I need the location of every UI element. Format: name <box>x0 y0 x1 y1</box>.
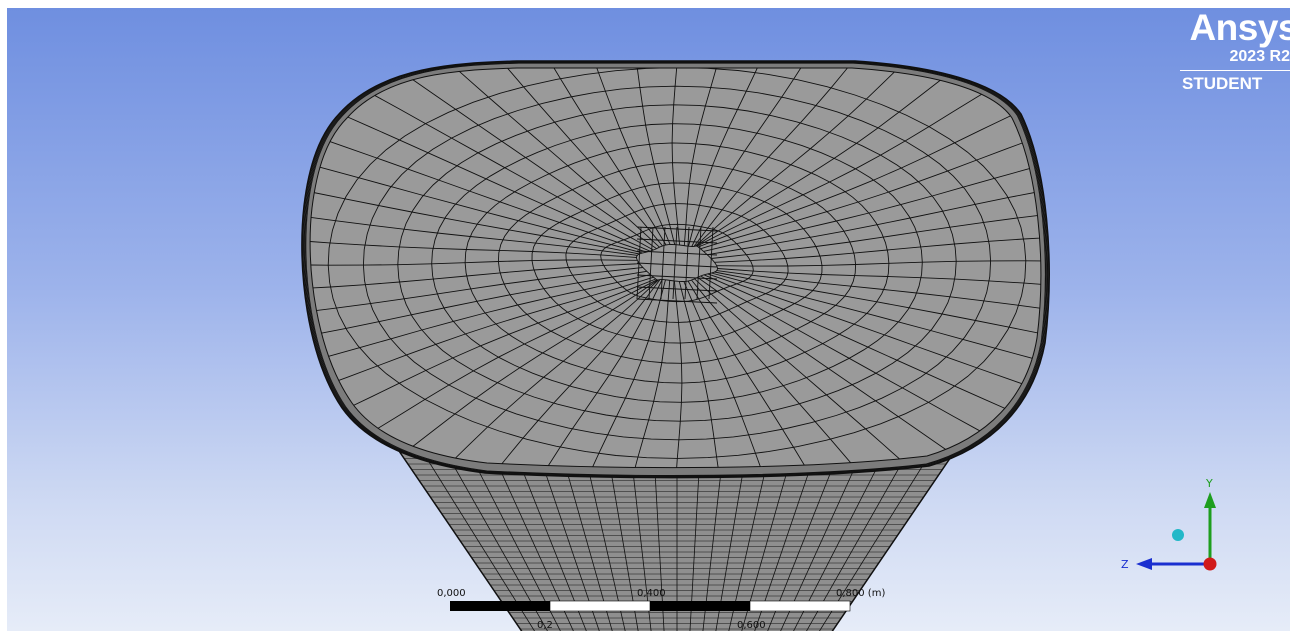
cap-mesh-spoke <box>694 278 922 468</box>
cap-mesh-spoke <box>353 279 658 444</box>
rim-layer-line <box>304 62 1047 477</box>
cap-mesh-spoke <box>310 234 637 258</box>
cap-mesh-spoke <box>694 68 921 247</box>
cap-mesh-spoke <box>695 68 962 247</box>
graphics-viewport[interactable]: Ansys 2023 R2 STUDENT 0,000 0,400 0,800 … <box>7 8 1290 631</box>
cap-mesh-spoke <box>573 279 666 468</box>
cap-mesh-spoke <box>688 68 781 247</box>
cap-mesh-spoke <box>310 263 640 293</box>
scale-segment-3 <box>650 601 750 611</box>
scale-segment-2 <box>549 600 651 612</box>
rim-layer-line <box>305 62 1046 476</box>
rim-layer-line <box>304 62 1047 477</box>
scale-label-400: 0,400 <box>637 588 666 599</box>
cap-center-line <box>684 226 690 300</box>
cap-mesh-spoke <box>433 279 660 468</box>
cap-mesh-spoke <box>697 277 965 463</box>
cap-mesh-spoke <box>310 126 647 253</box>
cap-mesh-spoke <box>683 68 731 246</box>
cap-mesh-spoke <box>576 68 671 245</box>
scale-segment-4 <box>749 600 851 612</box>
cap-mesh-spoke <box>310 151 643 254</box>
cap-mesh-spoke <box>671 68 681 246</box>
cap-center-line <box>636 274 718 280</box>
cap-mesh-spoke <box>700 275 1004 445</box>
cap-mesh-spoke <box>310 276 654 399</box>
cap-mesh-spoke <box>714 271 1041 348</box>
cap-mesh-spoke <box>716 270 1041 320</box>
cap-mesh-spoke <box>717 268 1041 292</box>
cap-mesh-spoke <box>698 103 1035 248</box>
y-axis-label: Y <box>1205 477 1213 490</box>
cap-mesh-spoke <box>392 279 659 463</box>
cap-mesh-spoke <box>683 281 778 468</box>
scale-label-800: 0,800 (m) <box>836 588 885 599</box>
cap-mesh-spoke <box>714 233 1041 263</box>
cap-mesh-spoke <box>525 279 663 468</box>
cap-mesh-spoke <box>707 178 1041 256</box>
cap-mesh-spoke <box>673 280 683 468</box>
cap-center-line <box>672 226 678 300</box>
cap-center-line <box>708 226 714 300</box>
z-axis-head <box>1136 558 1152 570</box>
rim-layer-line <box>302 61 1049 478</box>
cap-mesh-spoke <box>350 81 654 251</box>
cap-mesh-spoke <box>691 68 829 247</box>
y-axis-head <box>1204 492 1216 508</box>
cap-center-line <box>636 298 718 304</box>
brand-divider <box>1180 70 1290 71</box>
origin-icon <box>1203 557 1217 571</box>
cap-mesh-spoke <box>693 68 876 247</box>
cap-mesh-spoke <box>691 279 876 468</box>
cap-mesh-spoke <box>627 68 676 245</box>
scale-segment-1 <box>450 601 550 611</box>
z-axis-label: Z <box>1121 558 1129 571</box>
cap-mesh-spoke <box>478 68 663 247</box>
scale-label-600: 0,600 <box>737 620 766 631</box>
cap-mesh-spoke <box>319 278 656 423</box>
brand-version: 2023 R2 <box>1229 48 1290 65</box>
cap-mesh-spoke <box>703 274 1038 424</box>
mesh-model[interactable] <box>7 8 1290 631</box>
cap-mesh-spoke <box>711 205 1041 259</box>
scale-label-200: 0,2 <box>537 620 553 631</box>
cap-center-line <box>648 226 654 300</box>
isometric-view-ball-icon[interactable] <box>1172 529 1184 541</box>
rim-layer-line <box>302 61 1049 478</box>
cap-mesh-spoke <box>310 267 643 321</box>
cap-mesh-spoke <box>707 273 1041 400</box>
scale-label-0: 0,000 <box>437 588 466 599</box>
cap-mesh-spoke <box>623 280 671 468</box>
brand-edition: STUDENT <box>1182 74 1263 93</box>
axis-triad[interactable]: Y Z <box>1112 466 1222 576</box>
cap-mesh-spoke <box>716 260 1041 267</box>
brand-name: Ansys <box>1189 8 1290 48</box>
cap-mesh-spoke <box>478 279 661 468</box>
cap-mesh-spoke <box>310 259 638 266</box>
scale-bar: 0,000 0,400 0,800 (m) 0,2 0,600 <box>437 588 885 631</box>
mesh-top-face <box>309 67 1042 469</box>
cap-center-line <box>660 226 666 300</box>
cap-mesh-spoke <box>696 82 1001 247</box>
cap-mesh-spoke <box>711 272 1041 375</box>
cap-mesh-spoke <box>703 152 1041 252</box>
cap-center-line <box>636 250 718 256</box>
cap-center-line <box>636 262 718 268</box>
cap-center-line <box>636 286 718 292</box>
cap-center-line <box>696 226 702 300</box>
ansys-watermark: Ansys 2023 R2 STUDENT <box>1170 8 1290 93</box>
cap-mesh-spoke <box>432 68 660 248</box>
cap-mesh-spoke <box>389 68 657 249</box>
cap-mesh-spoke <box>678 281 727 468</box>
cap-mesh-spoke <box>310 206 638 256</box>
cap-mesh-spoke <box>700 127 1041 250</box>
rim-layer-line <box>303 61 1048 477</box>
cap-mesh-spoke <box>526 68 667 246</box>
cap-center-line <box>636 238 718 244</box>
cap-mesh-spoke <box>316 102 651 252</box>
